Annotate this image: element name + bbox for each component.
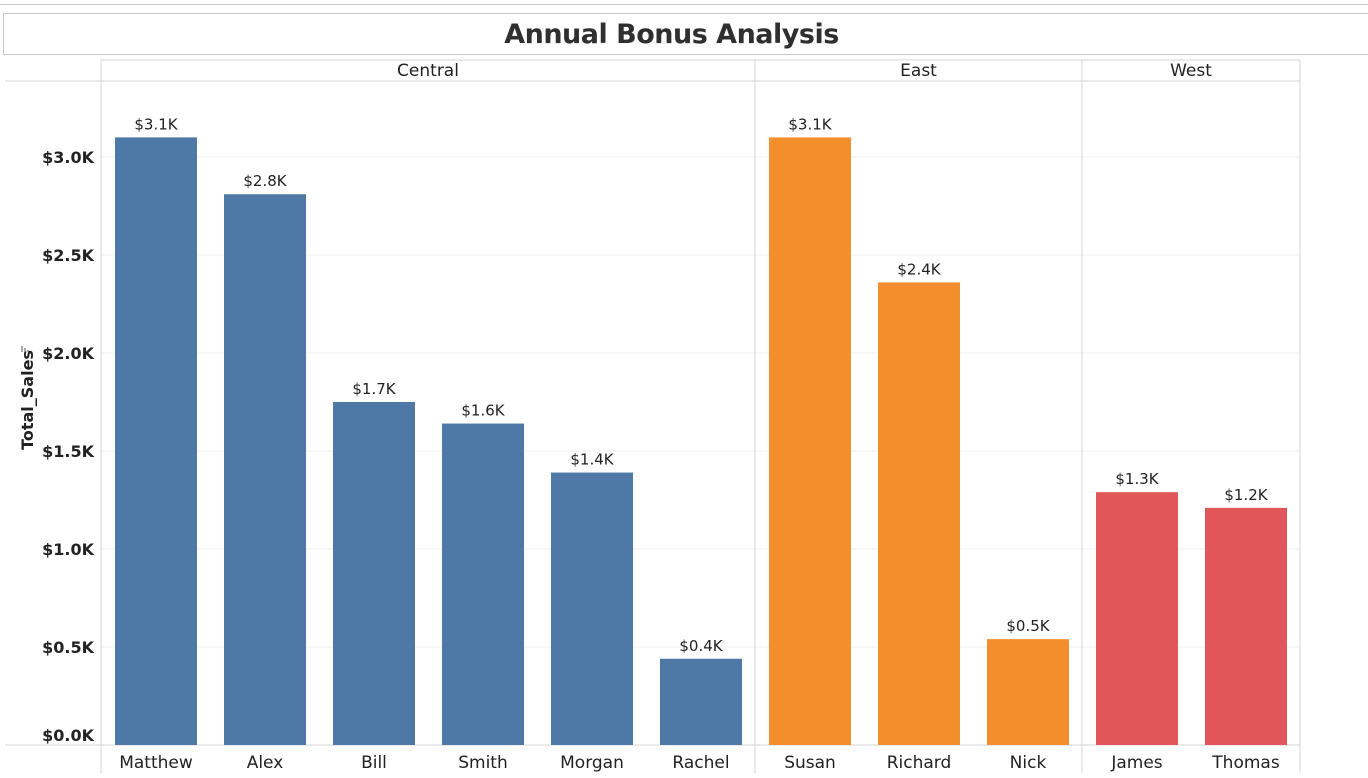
bar-bill bbox=[333, 402, 415, 745]
data-label-rachel: $0.4K bbox=[679, 637, 723, 655]
bar-alex bbox=[224, 194, 306, 746]
data-label-morgan: $1.4K bbox=[570, 451, 614, 469]
top-border bbox=[0, 4, 1368, 5]
bar-nick bbox=[987, 639, 1069, 745]
y-tick-label: $3.0K bbox=[42, 148, 94, 167]
x-tick-label-bill: Bill bbox=[361, 753, 387, 773]
x-tick-label-rachel: Rachel bbox=[672, 753, 729, 773]
data-label-susan: $3.1K bbox=[788, 115, 832, 133]
bar-matthew bbox=[115, 137, 197, 745]
y-tick-label: $2.0K bbox=[42, 344, 94, 363]
data-label-richard: $2.4K bbox=[897, 260, 941, 278]
y-tick-label: $2.5K bbox=[42, 246, 94, 265]
data-label-bill: $1.7K bbox=[352, 380, 396, 398]
data-label-james: $1.3K bbox=[1115, 470, 1159, 488]
data-label-thomas: $1.2K bbox=[1224, 486, 1268, 504]
x-tick-label-alex: Alex bbox=[247, 753, 284, 773]
bar-thomas bbox=[1205, 507, 1287, 745]
bar-rachel bbox=[660, 658, 742, 745]
x-tick-label-thomas: Thomas bbox=[1211, 753, 1280, 773]
x-tick-label-susan: Susan bbox=[784, 753, 836, 773]
y-tick-label: $0.5K bbox=[42, 638, 94, 657]
chart-title: Annual Bonus Analysis bbox=[504, 18, 839, 50]
x-tick-label-james: James bbox=[1110, 753, 1162, 773]
bar-james bbox=[1096, 492, 1178, 745]
data-label-alex: $2.8K bbox=[243, 172, 287, 190]
x-tick-label-matthew: Matthew bbox=[119, 753, 193, 773]
x-tick-label-morgan: Morgan bbox=[560, 753, 624, 773]
pane-label-east: East bbox=[900, 61, 937, 81]
pane-label-central: Central bbox=[397, 61, 459, 81]
pane-label-west: West bbox=[1170, 61, 1212, 81]
y-tick-label: $1.5K bbox=[42, 442, 94, 461]
bar-smith bbox=[442, 423, 524, 745]
bar-morgan bbox=[551, 472, 633, 745]
y-tick-label: $1.0K bbox=[42, 540, 94, 559]
bar-susan bbox=[769, 137, 851, 745]
y-axis-title: Total_Sales bbox=[18, 350, 37, 450]
data-label-matthew: $3.1K bbox=[134, 115, 178, 133]
data-label-nick: $0.5K bbox=[1006, 617, 1050, 635]
data-label-smith: $1.6K bbox=[461, 402, 505, 420]
title-box: Annual Bonus Analysis bbox=[3, 13, 1368, 55]
x-tick-label-richard: Richard bbox=[887, 753, 952, 773]
x-tick-label-nick: Nick bbox=[1010, 753, 1047, 773]
y-tick-label: $0.0K bbox=[42, 726, 94, 745]
x-tick-label-smith: Smith bbox=[458, 753, 508, 773]
bar-richard bbox=[878, 282, 960, 745]
